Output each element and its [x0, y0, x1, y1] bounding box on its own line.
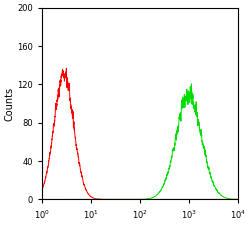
- Y-axis label: Counts: Counts: [4, 86, 14, 121]
